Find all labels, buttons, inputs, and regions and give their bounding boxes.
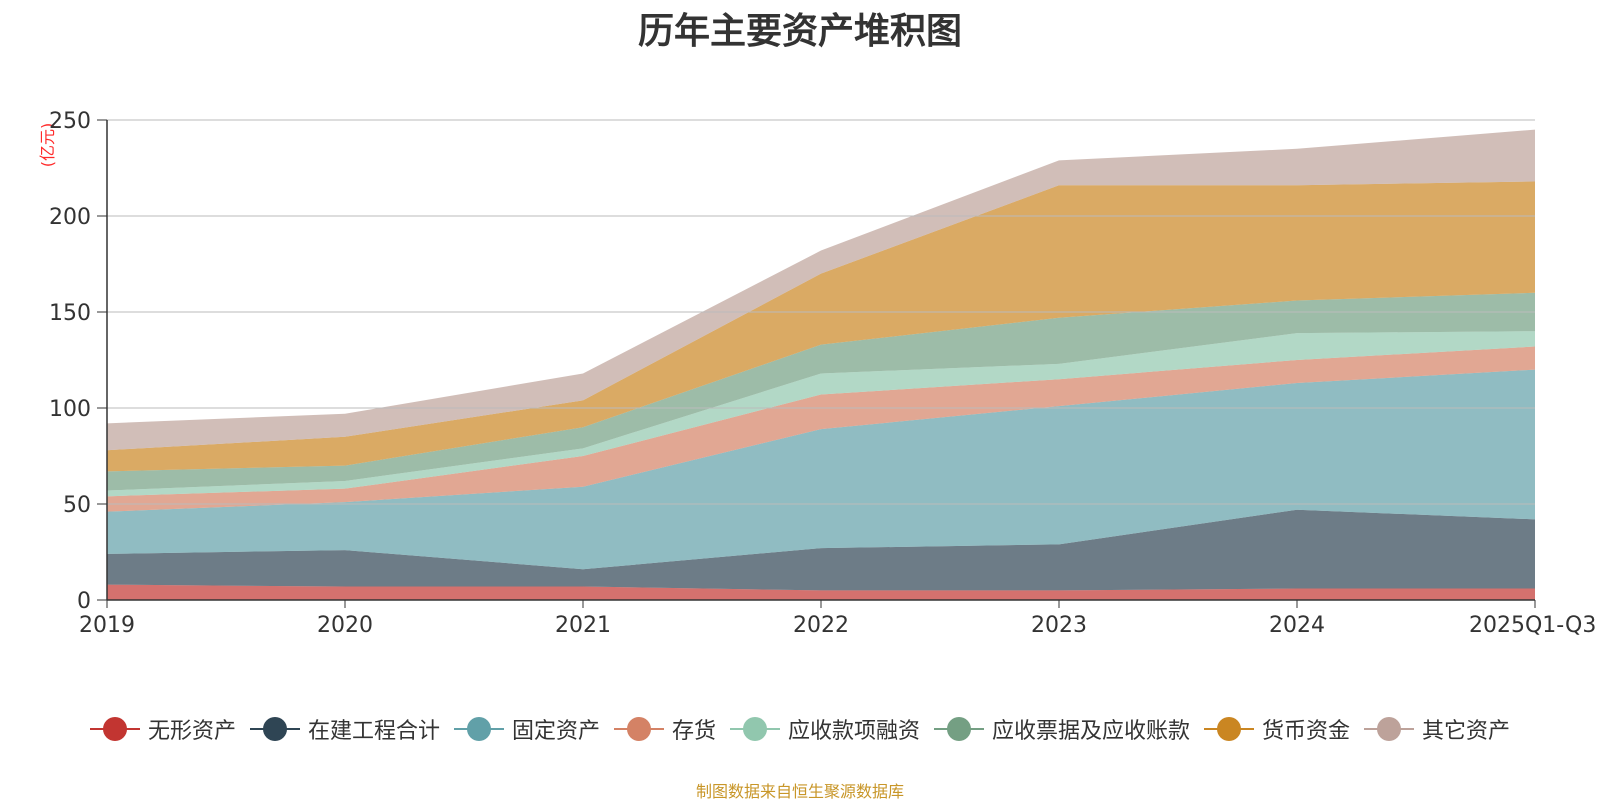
legend-marker-icon bbox=[1204, 716, 1255, 742]
y-tick-label-50: 50 bbox=[63, 493, 91, 518]
legend-item-3[interactable]: 固定资产 bbox=[453, 713, 600, 745]
y-tick-label-200: 200 bbox=[49, 205, 91, 230]
legend-label: 在建工程合计 bbox=[307, 719, 440, 744]
legend-label: 货币资金 bbox=[1262, 719, 1351, 744]
legend-item-1[interactable]: 无形资产 bbox=[89, 713, 236, 745]
area-series-6 bbox=[107, 292, 1535, 491]
stacked-area-chart: 0 50 100 150 200 250 2019 2020 2021 2022 2023 2024 2… bbox=[49, 109, 1596, 638]
legend-marker-icon bbox=[89, 716, 140, 742]
area-series-8 bbox=[107, 129, 1535, 451]
x-tick-label-2: 2020 bbox=[317, 613, 373, 638]
x-tick-label-4: 2022 bbox=[793, 613, 849, 638]
area-series-1 bbox=[107, 584, 1535, 600]
legend-label: 存货 bbox=[671, 719, 716, 744]
legend-item-7[interactable]: 货币资金 bbox=[1204, 713, 1350, 745]
x-tick-label-7: 2025Q1-Q3 bbox=[1469, 613, 1596, 638]
legend-label: 应收票据及应收账款 bbox=[992, 719, 1191, 744]
y-tick-label-0: 0 bbox=[77, 589, 91, 614]
x-tick-label-5: 2023 bbox=[1031, 613, 1087, 638]
legend-marker-icon bbox=[1364, 716, 1415, 742]
legend-marker-icon bbox=[613, 716, 664, 742]
legend-marker-icon bbox=[730, 716, 780, 742]
x-tick-label-1: 2019 bbox=[79, 613, 135, 638]
legend-item-8[interactable]: 其它资产 bbox=[1364, 713, 1510, 745]
data-source-note: 制图数据来自恒生聚源数据库 bbox=[695, 782, 904, 801]
x-tick-label-6: 2024 bbox=[1269, 613, 1325, 638]
x-tick-label-3: 2021 bbox=[555, 613, 611, 638]
legend-item-2[interactable]: 在建工程合计 bbox=[249, 713, 440, 745]
area-series-7 bbox=[107, 181, 1535, 472]
legend-label: 无形资产 bbox=[147, 719, 236, 744]
legend-label: 固定资产 bbox=[511, 719, 600, 744]
y-tick-label-250: 250 bbox=[49, 109, 91, 134]
y-tick-label-150: 150 bbox=[49, 301, 91, 326]
area-series-2 bbox=[107, 509, 1535, 591]
y-tick-label-100: 100 bbox=[49, 397, 91, 422]
legend-marker-icon bbox=[249, 716, 300, 742]
legend-label: 其它资产 bbox=[1422, 719, 1511, 744]
legend-item-6[interactable]: 应收票据及应收账款 bbox=[934, 713, 1190, 745]
area-series-3 bbox=[107, 369, 1535, 570]
chart-title: 历年主要资产堆积图 bbox=[637, 11, 962, 52]
area-series-4 bbox=[107, 346, 1535, 512]
legend-marker-icon bbox=[934, 716, 985, 742]
legend-marker-icon bbox=[453, 716, 504, 742]
legend-item-5[interactable]: 应收款项融资 bbox=[730, 713, 920, 745]
legend-item-4[interactable]: 存货 bbox=[613, 713, 716, 745]
chart-legend: 无形资产 在建工程合计 固定资产 存货 应收款项融资 应收票据及应收账款 货币资金 其它资产 bbox=[0, 713, 1600, 745]
legend-label: 应收款项融资 bbox=[788, 719, 921, 744]
area-series-5 bbox=[107, 331, 1535, 497]
